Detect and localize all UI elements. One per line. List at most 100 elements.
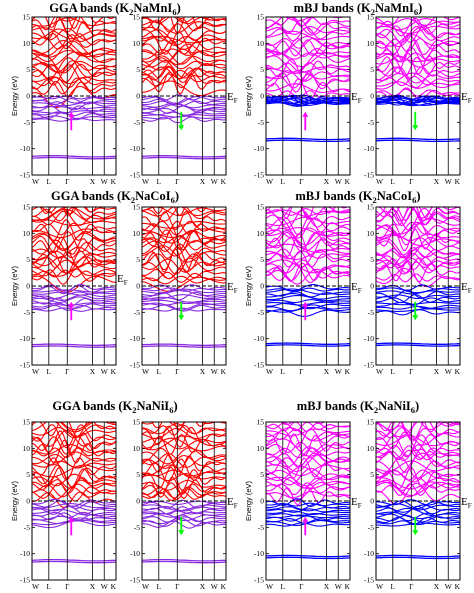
x-tick-label: X	[434, 582, 440, 591]
conduction-band-line	[142, 35, 226, 44]
y-tick-label: 5	[26, 65, 30, 74]
conduction-band-line	[266, 83, 350, 93]
x-tick-label: K	[221, 582, 227, 591]
conduction-band-line	[266, 422, 350, 432]
y-tick-label: -15	[364, 171, 374, 180]
x-tick-label: X	[90, 367, 96, 376]
valence-band-line	[32, 95, 116, 104]
conduction-band-line	[142, 423, 226, 435]
valence-band-line	[266, 508, 350, 513]
y-tick-label: 0	[26, 497, 30, 506]
x-tick-label: K	[455, 582, 461, 591]
conduction-band-line	[376, 57, 460, 77]
y-tick-label: -15	[20, 171, 30, 180]
valence-band-line	[142, 287, 226, 292]
conduction-band-line	[142, 227, 226, 251]
conduction-band-line	[32, 76, 116, 89]
valence-band-line	[376, 289, 460, 300]
valence-band-line	[266, 510, 350, 516]
valence-band-line	[32, 503, 116, 509]
conduction-band-line	[266, 66, 350, 74]
fermi-label: EF	[227, 281, 238, 295]
valence-band-line	[32, 111, 116, 117]
spin-down-arrow-head	[178, 315, 185, 321]
x-tick-label: Γ	[409, 367, 414, 376]
conduction-band-line	[142, 464, 226, 479]
conduction-band-line	[32, 219, 116, 242]
panel-title: mBJ bands (K2NaMnI6)	[294, 1, 423, 17]
conduction-band-line	[142, 235, 226, 244]
y-tick-label: 10	[367, 229, 375, 238]
conduction-band-line	[32, 63, 116, 83]
y-tick-label: 0	[370, 497, 374, 506]
y-axis-label: Energy (eV)	[244, 75, 253, 116]
x-tick-label: L	[157, 367, 162, 376]
conduction-band-line	[266, 482, 350, 495]
valence-band-line	[266, 301, 350, 306]
y-tick-label: 0	[26, 282, 30, 291]
valence-band-line	[32, 296, 116, 304]
conduction-band-line	[32, 44, 116, 57]
conduction-band-line	[376, 481, 460, 498]
x-tick-label: Γ	[175, 177, 180, 186]
conduction-band-line	[376, 425, 460, 446]
conduction-band-line	[266, 37, 350, 49]
valence-band-line	[266, 502, 350, 507]
x-tick-label: W	[32, 367, 40, 376]
conduction-band-line	[142, 23, 226, 42]
spin-up-arrow-head	[302, 516, 309, 522]
x-tick-label: K	[111, 582, 117, 591]
conduction-band-line	[376, 52, 460, 63]
conduction-band-line	[376, 34, 460, 56]
conduction-band-line	[376, 444, 460, 458]
x-tick-label: L	[391, 367, 396, 376]
conduction-band-line	[376, 18, 460, 26]
y-tick-label: -5	[134, 523, 140, 532]
y-tick-label: -10	[130, 334, 140, 343]
conduction-band-line	[32, 259, 116, 277]
valence-band-line	[376, 500, 460, 510]
conduction-band-line	[376, 246, 460, 259]
conduction-band-line	[142, 245, 226, 263]
valence-band-line	[266, 96, 350, 104]
x-tick-label: X	[200, 177, 206, 186]
x-tick-label: X	[90, 582, 96, 591]
valence-band-line	[32, 95, 116, 100]
conduction-band-line	[142, 36, 226, 44]
valence-band-line	[376, 503, 460, 511]
y-tick-label: 10	[133, 444, 141, 453]
valence-band-line	[32, 302, 116, 309]
x-tick-label: W	[335, 367, 343, 376]
conduction-band-line	[32, 483, 116, 498]
conduction-band-line	[292, 17, 313, 27]
valence-band-line	[142, 511, 226, 518]
conduction-band-line	[142, 476, 226, 500]
y-tick-label: 0	[370, 92, 374, 101]
x-tick-label: L	[157, 582, 162, 591]
y-tick-label: 10	[367, 39, 375, 48]
y-tick-label: -10	[254, 549, 264, 558]
conduction-band-line	[376, 81, 460, 89]
y-tick-label: 15	[133, 418, 141, 427]
valence-band-line	[32, 520, 116, 529]
y-tick-label: 10	[257, 229, 265, 238]
conduction-band-line	[266, 268, 350, 285]
x-tick-label: W	[376, 367, 384, 376]
conduction-band-line	[376, 75, 460, 87]
conduction-band-line	[376, 26, 460, 48]
y-axis-label: Energy (eV)	[244, 265, 253, 306]
conduction-band-line	[32, 466, 116, 488]
conduction-band-line	[376, 55, 460, 68]
band-lines	[142, 17, 226, 160]
conduction-band-line	[32, 208, 116, 223]
conduction-band-line	[32, 80, 116, 98]
conduction-band-line	[32, 39, 116, 55]
deep-band-line	[32, 156, 116, 160]
valence-band-line	[376, 504, 460, 513]
valence-band-line	[32, 111, 116, 120]
y-tick-label: 5	[26, 470, 30, 479]
y-axis-label: Energy (eV)	[10, 480, 19, 521]
band-lines	[32, 17, 116, 160]
